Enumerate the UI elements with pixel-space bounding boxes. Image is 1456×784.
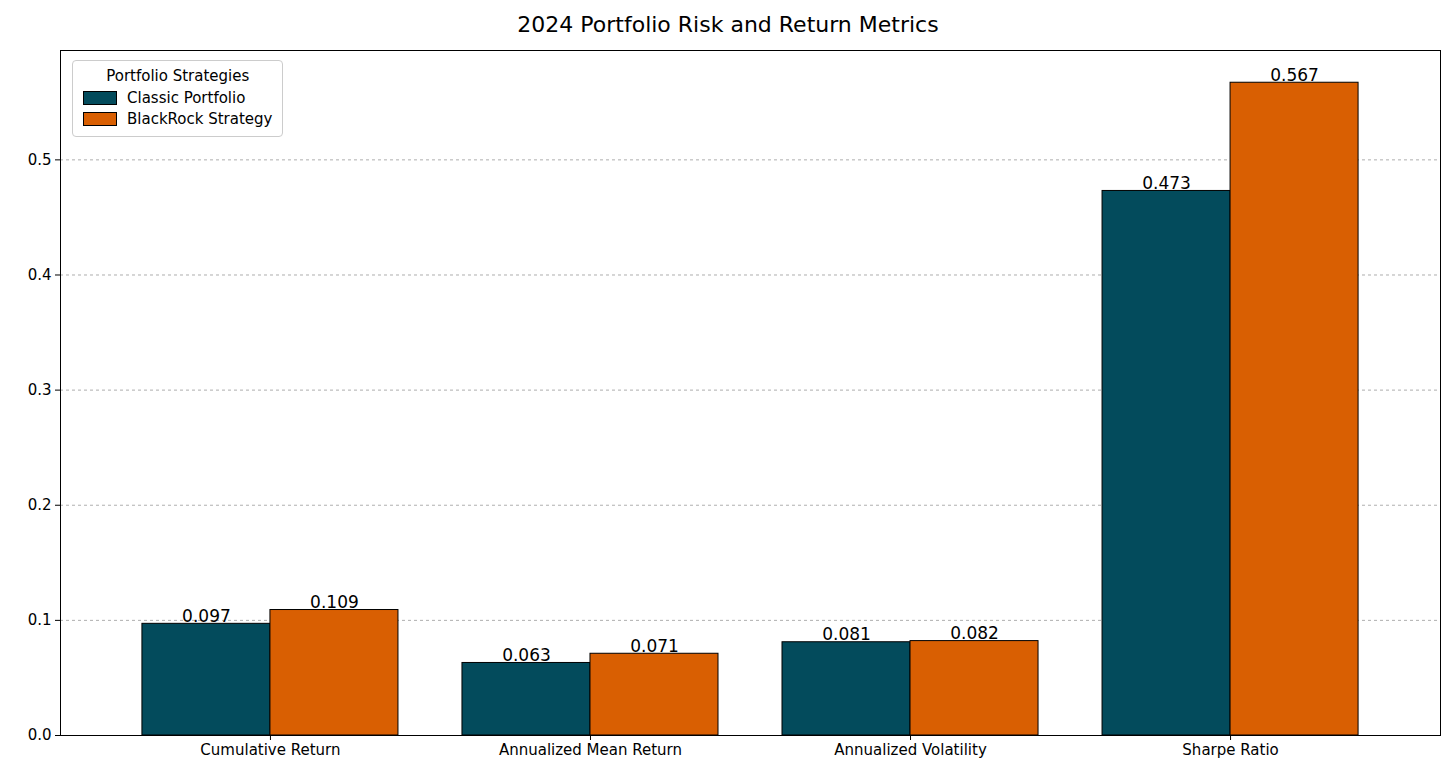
- svg-text:0.4: 0.4: [28, 266, 52, 284]
- html-text:Classic Portfolio: Classic Portfolio: [127, 89, 246, 107]
- html-text:BlackRock Strategy: BlackRock Strategy: [127, 110, 273, 128]
- svg-text:Sharpe Ratio: Sharpe Ratio: [1182, 741, 1278, 759]
- svg-text:0.081: 0.081: [822, 624, 871, 644]
- svg-text:0.109: 0.109: [310, 592, 359, 612]
- svg-text:0.473: 0.473: [1142, 173, 1191, 193]
- svg-text:0.071: 0.071: [630, 636, 679, 656]
- svg-text:0.3: 0.3: [28, 381, 52, 399]
- html-text:Portfolio Strategies: Portfolio Strategies: [106, 67, 250, 85]
- html-text:2024 Portfolio Risk and Return: 2024 Portfolio Risk and Return Metrics: [517, 12, 939, 37]
- svg-text:Annualized Mean Return: Annualized Mean Return: [499, 741, 682, 759]
- svg-text:0.082: 0.082: [950, 623, 999, 643]
- svg-text:0.5: 0.5: [28, 151, 52, 169]
- svg-text:0.063: 0.063: [502, 645, 551, 665]
- svg-text:0.097: 0.097: [182, 606, 231, 626]
- svg-text:Cumulative Return: Cumulative Return: [200, 741, 340, 759]
- svg-text:0.2: 0.2: [28, 496, 52, 514]
- svg-text:0.1: 0.1: [28, 611, 52, 629]
- svg-text:0.567: 0.567: [1270, 65, 1319, 85]
- svg-text:Annualized Volatility: Annualized Volatility: [834, 741, 987, 759]
- svg-text:0.0: 0.0: [28, 726, 52, 744]
